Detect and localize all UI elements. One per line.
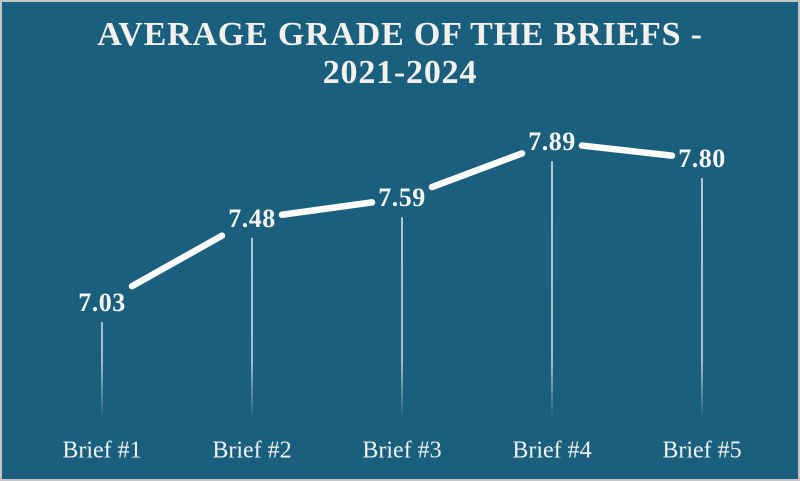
line-segment	[278, 199, 376, 218]
line-segment	[428, 150, 526, 191]
data-point-label: 7.03	[78, 288, 126, 317]
data-point-label: 7.48	[228, 203, 276, 233]
data-point-label: 7.80	[678, 144, 726, 173]
x-axis-label: Brief #1	[62, 437, 142, 464]
x-axis-label: Brief #2	[212, 437, 292, 464]
data-point-label: 7.59	[378, 183, 426, 213]
x-axis-label: Brief #5	[662, 437, 742, 464]
chart-title: AVERAGE GRADE OF THE BRIEFS - 2021-2024	[97, 16, 703, 92]
line-segment	[128, 232, 226, 290]
line-segment	[578, 142, 676, 159]
x-axis-label: Brief #4	[512, 437, 592, 464]
data-point-label: 7.89	[528, 127, 576, 157]
x-axis-label: Brief #3	[362, 437, 442, 464]
chart-title-wrap: AVERAGE GRADE OF THE BRIEFS - 2021-2024	[2, 16, 798, 93]
